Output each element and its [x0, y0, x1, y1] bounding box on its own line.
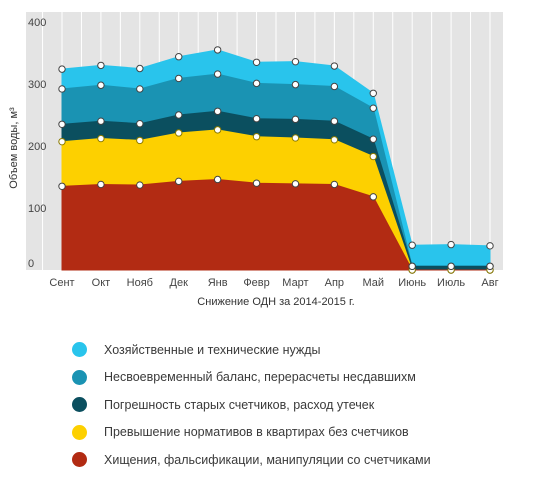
data-point — [369, 193, 377, 201]
x-tick-label: Дек — [170, 277, 189, 289]
data-point — [175, 53, 183, 61]
legend-swatch — [72, 452, 87, 468]
data-point — [369, 152, 377, 161]
y-axis-ticks: 0 100 200 300 400 — [28, 17, 46, 270]
data-point — [213, 46, 222, 54]
x-axis-title: Снижение ОДН за 2014-2015 г. — [197, 296, 354, 308]
legend-item: Несвоевременный баланс, перерасчеты несд… — [72, 364, 431, 392]
legend-label: Несвоевременный баланс, перерасчеты несд… — [104, 370, 416, 385]
data-point — [291, 115, 300, 124]
data-point — [58, 182, 66, 191]
data-point — [447, 240, 455, 249]
y-tick-label: 0 — [28, 258, 34, 270]
x-tick-label: Окт — [92, 277, 111, 289]
series-area — [61, 178, 490, 271]
data-point — [213, 175, 222, 184]
data-point — [175, 74, 183, 83]
data-point — [447, 262, 455, 270]
data-point — [252, 179, 261, 187]
data-point — [252, 58, 261, 66]
data-point — [58, 65, 66, 73]
x-tick-label: Сент — [49, 277, 74, 289]
data-point — [213, 70, 222, 78]
legend-swatch — [72, 369, 87, 385]
data-point — [369, 135, 377, 143]
y-tick-label: 300 — [28, 79, 46, 91]
x-axis-ticks: Сент Окт Нояб Дек Янв Февр Март Апр Май Июнь Июль А… — [49, 277, 498, 289]
legend-swatch — [72, 342, 87, 358]
y-axis-title: Объем воды, м³ — [8, 107, 20, 189]
legend-swatch — [72, 424, 87, 440]
data-point — [369, 89, 377, 98]
data-point — [58, 137, 66, 146]
legend-label: Превышение нормативов в квартирах без сч… — [104, 425, 409, 440]
data-point — [58, 85, 66, 93]
legend-label: Хозяйственные и технические нужды — [104, 342, 321, 357]
x-tick-label: Апр — [325, 277, 344, 289]
data-point — [97, 180, 105, 189]
x-tick-label: Май — [362, 277, 384, 289]
data-point — [252, 115, 261, 123]
data-point — [213, 126, 222, 134]
data-point — [175, 177, 183, 186]
legend-label: Погрешность старых счетчиков, расход уте… — [104, 397, 375, 412]
legend-swatch — [72, 397, 87, 413]
x-tick-label: Нояб — [127, 277, 153, 289]
data-point — [136, 119, 144, 128]
legend: Хозяйственные и технические нужды Несвое… — [72, 336, 431, 474]
x-tick-label: Февр — [243, 277, 269, 289]
data-point — [486, 242, 494, 250]
data-point — [330, 180, 339, 189]
legend-item: Погрешность старых счетчиков, расход уте… — [72, 391, 431, 419]
y-tick-label: 100 — [28, 203, 46, 215]
x-tick-label: Июнь — [398, 277, 426, 289]
data-point — [136, 136, 144, 145]
legend-label: Хищения, фальсификации, манипуляции со с… — [104, 452, 431, 467]
y-tick-label: 200 — [28, 141, 46, 153]
data-point — [408, 241, 416, 249]
data-point — [97, 61, 105, 70]
x-tick-label: Янв — [208, 277, 228, 289]
data-point — [486, 262, 494, 270]
data-point — [97, 134, 105, 143]
data-point — [97, 117, 105, 125]
data-point — [175, 129, 183, 137]
data-point — [213, 107, 222, 115]
data-point — [291, 180, 300, 188]
data-point — [58, 120, 66, 129]
data-point — [136, 85, 144, 93]
legend-item: Превышение нормативов в квартирах без сч… — [72, 419, 431, 447]
stacked-area-chart: 0 100 200 300 400 Сент Окт Нояб Дек Янв Февр Март А… — [8, 12, 503, 308]
y-tick-label: 400 — [28, 17, 46, 29]
data-point — [252, 79, 261, 88]
data-point — [291, 80, 300, 89]
data-point — [175, 111, 183, 119]
data-point — [330, 117, 339, 125]
x-tick-label: Июль — [437, 277, 465, 289]
series-areas — [61, 49, 491, 271]
data-points — [58, 46, 494, 274]
data-point — [330, 82, 339, 91]
x-tick-label: Март — [282, 277, 308, 289]
data-point — [330, 136, 339, 144]
data-point — [136, 181, 144, 189]
data-point — [136, 64, 144, 73]
data-point — [330, 62, 339, 70]
data-point — [408, 262, 416, 270]
data-point — [291, 134, 300, 142]
data-point — [291, 57, 300, 66]
legend-item: Хищения, фальсификации, манипуляции со с… — [72, 446, 431, 474]
x-tick-label: Авг — [481, 277, 498, 289]
data-point — [97, 81, 105, 89]
data-point — [252, 133, 261, 141]
legend-item: Хозяйственные и технические нужды — [72, 336, 431, 364]
data-point — [369, 104, 377, 112]
